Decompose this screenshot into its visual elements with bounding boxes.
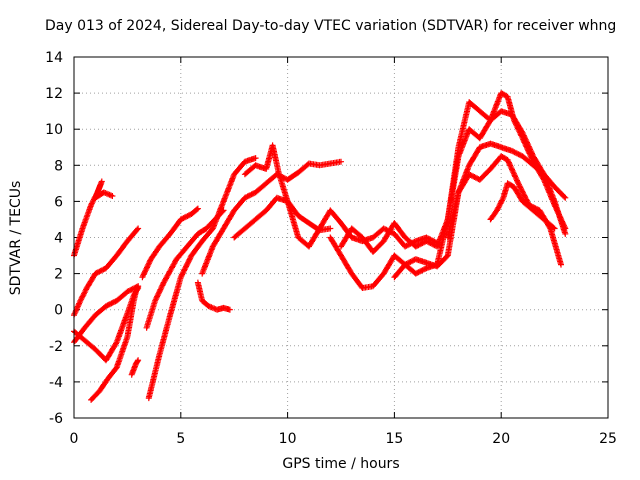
x-tick-label: 15 bbox=[385, 431, 403, 447]
y-tick-label: 0 bbox=[54, 303, 63, 319]
series-track-9 bbox=[143, 207, 227, 331]
data-point-markers bbox=[128, 357, 142, 378]
y-tick-label: 2 bbox=[54, 267, 63, 283]
data-point-markers bbox=[444, 153, 564, 268]
x-tick-label: 10 bbox=[279, 431, 297, 447]
data-points bbox=[71, 90, 569, 403]
y-tick-label: -4 bbox=[49, 375, 63, 391]
data-point-markers bbox=[145, 155, 259, 402]
series-track-10 bbox=[194, 279, 233, 313]
y-axis-label: SDTVAR / TECUs bbox=[8, 180, 24, 296]
y-tick-label: 6 bbox=[54, 194, 63, 210]
plot-frame bbox=[73, 56, 609, 419]
data-point-markers bbox=[71, 178, 116, 259]
series-track-6 bbox=[128, 357, 142, 378]
data-point-markers bbox=[199, 158, 344, 277]
data-point-markers bbox=[194, 279, 233, 313]
series-track-15 bbox=[338, 90, 569, 255]
y-tick-label: -2 bbox=[49, 339, 63, 355]
series-track-8 bbox=[139, 205, 201, 281]
y-tick-label: 8 bbox=[54, 158, 63, 174]
grid-lines bbox=[73, 56, 609, 419]
data-point-markers bbox=[88, 283, 142, 403]
x-tick-label: 5 bbox=[176, 431, 185, 447]
series-track-18 bbox=[487, 180, 558, 232]
x-tick-label: 0 bbox=[70, 431, 79, 447]
y-tick-label: -6 bbox=[49, 411, 63, 427]
x-tick-label: 20 bbox=[492, 431, 510, 447]
x-axis-label: GPS time / hours bbox=[282, 456, 400, 472]
y-tick-label: 14 bbox=[45, 50, 63, 66]
y-tick-label: 12 bbox=[45, 86, 63, 102]
series-track-1 bbox=[71, 178, 116, 259]
series-track-13 bbox=[241, 142, 441, 250]
tick-labels: 0 5 10 15 20 25 -6 -4 -2 0 2 4 6 8 10 12 14 bbox=[45, 50, 617, 447]
data-point-markers bbox=[139, 205, 201, 281]
data-point-markers bbox=[241, 142, 441, 250]
x-tick-label: 25 bbox=[599, 431, 617, 447]
series-track-7 bbox=[145, 155, 259, 402]
data-point-markers bbox=[338, 90, 569, 255]
data-point-markers bbox=[487, 180, 558, 232]
data-point-markers bbox=[143, 207, 227, 331]
series-track-11 bbox=[199, 158, 344, 277]
y-tick-label: 4 bbox=[54, 231, 63, 247]
series-track-17 bbox=[444, 153, 564, 268]
series-track-5 bbox=[88, 283, 142, 403]
chart-title: Day 013 of 2024, Sidereal Day-to-day VTE… bbox=[45, 18, 617, 34]
y-tick-label: 10 bbox=[45, 122, 63, 138]
